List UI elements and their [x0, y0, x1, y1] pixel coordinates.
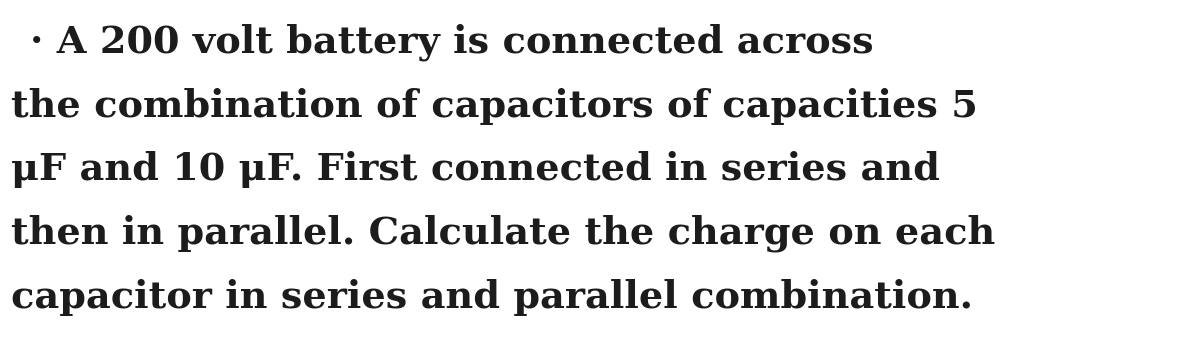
Text: then in parallel. Calculate the charge on each: then in parallel. Calculate the charge o…	[11, 215, 995, 252]
Text: the combination of capacitors of capacities 5: the combination of capacitors of capacit…	[11, 88, 978, 125]
Text: capacitor in series and parallel combination.: capacitor in series and parallel combina…	[11, 279, 973, 316]
Text: · A 200 volt battery is connected across: · A 200 volt battery is connected across	[30, 24, 874, 61]
Text: μF and 10 μF. First connected in series and: μF and 10 μF. First connected in series …	[11, 152, 940, 188]
